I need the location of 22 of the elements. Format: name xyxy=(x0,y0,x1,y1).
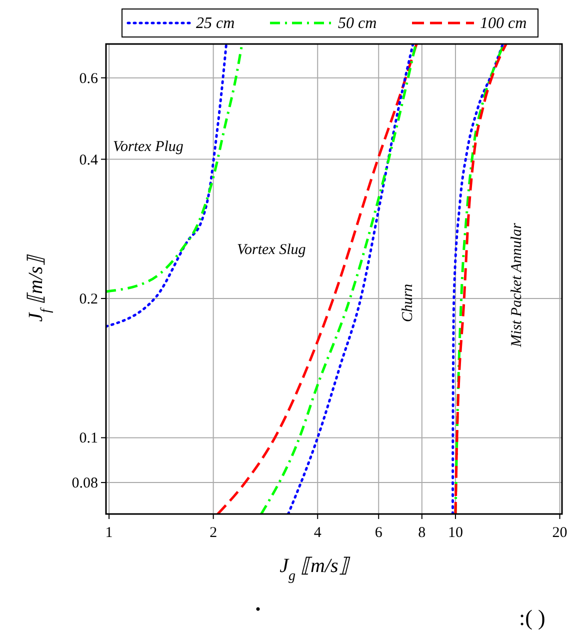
x-axis-title: J$_{g}$ ⟦m/s⟧ xyxy=(280,555,350,584)
legend-label: 100 cm xyxy=(480,15,527,32)
x-tick-label: 20 xyxy=(552,525,568,541)
annotation: Churn xyxy=(400,284,416,322)
x-tick-label: 10 xyxy=(448,525,463,541)
x-tick-label: 6 xyxy=(374,525,383,541)
y-tick-label: 0.4 xyxy=(79,152,98,168)
legend-label: 50 cm xyxy=(338,15,377,32)
annotation: Vortex Slug xyxy=(237,242,306,258)
x-tick-label: 4 xyxy=(314,525,322,541)
annotation: Mist Packet Annular xyxy=(509,222,525,348)
x-tick-label: 2 xyxy=(210,525,218,541)
x-tick-label: 1 xyxy=(105,525,113,541)
y-tick-label: 0.1 xyxy=(79,430,98,447)
x-tick-label: 8 xyxy=(418,525,426,541)
annotation: Vortex Plug xyxy=(113,139,184,155)
y-tick-label: 0.08 xyxy=(72,476,98,492)
text: • xyxy=(255,602,261,618)
text: :( ) xyxy=(519,605,546,630)
legend-label: 25 cm xyxy=(196,15,235,32)
y-tick-label: 0.2 xyxy=(79,291,98,308)
y-tick-label: 0.6 xyxy=(79,70,98,87)
